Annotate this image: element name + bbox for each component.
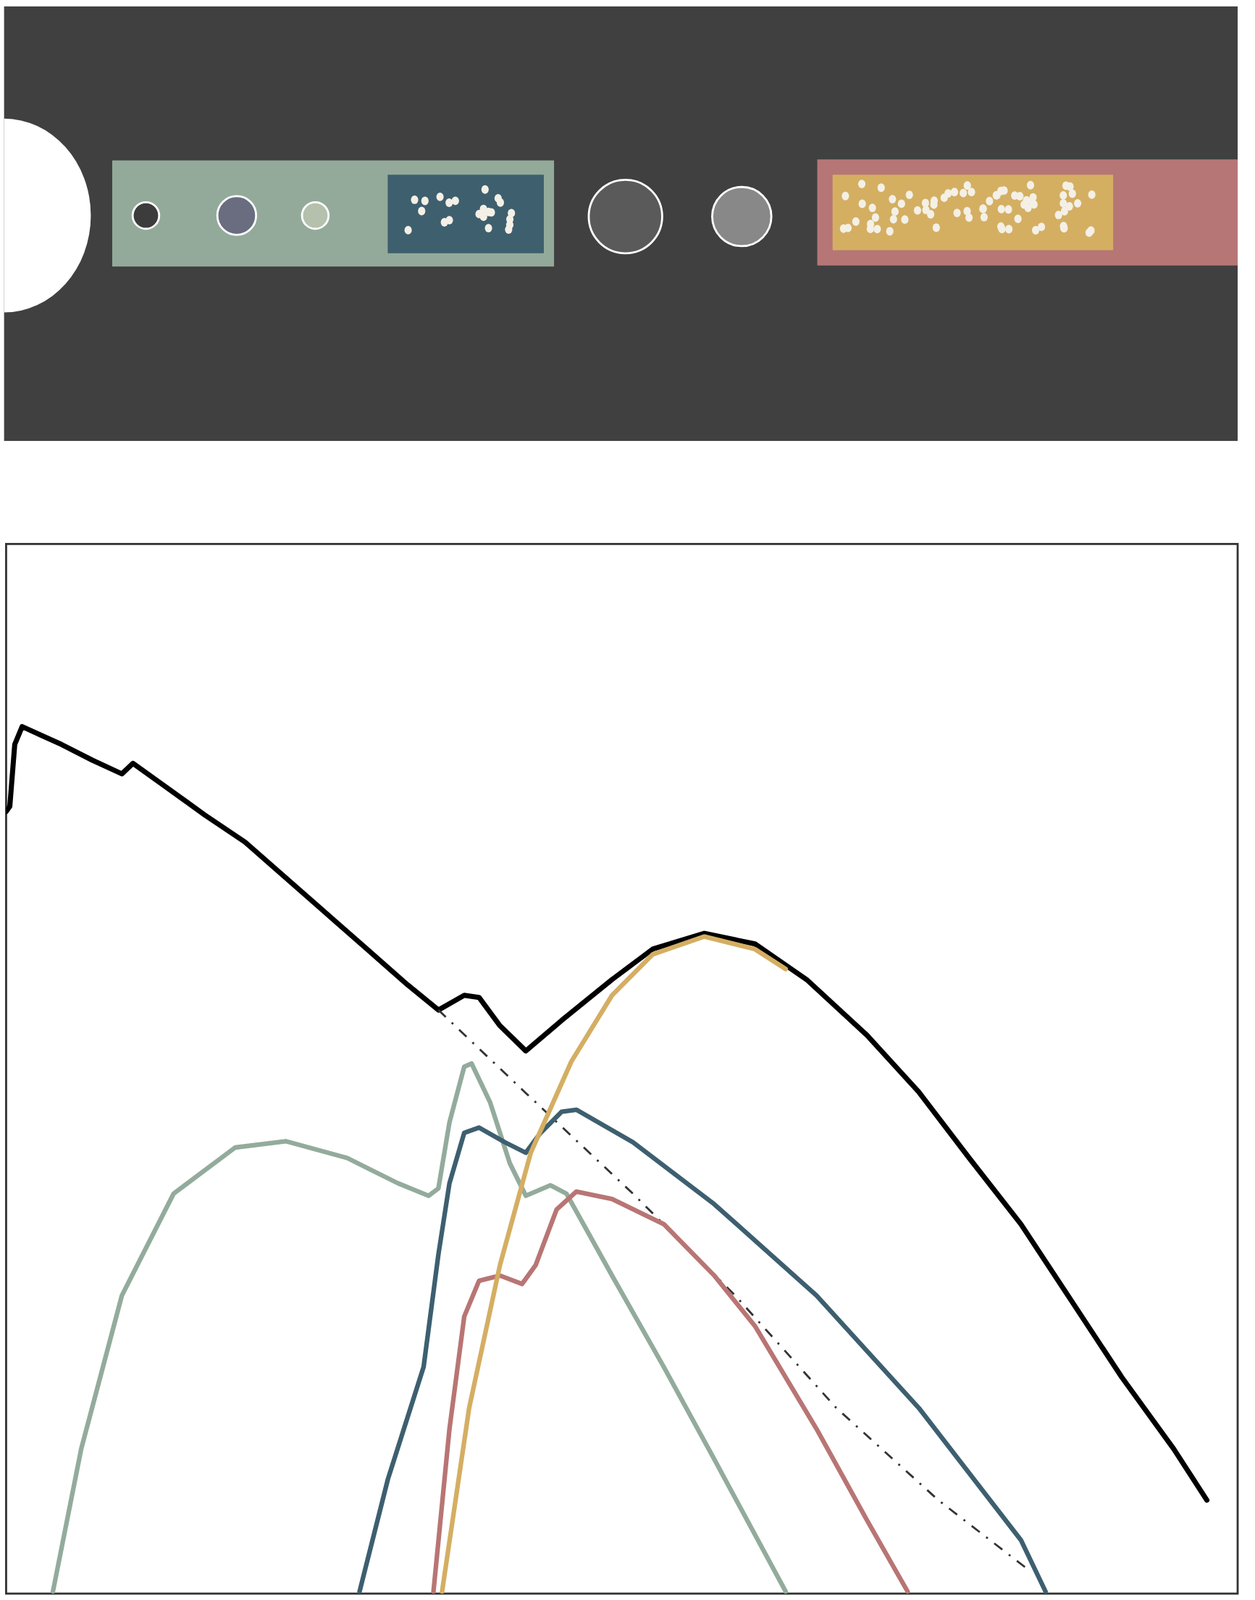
particle — [852, 217, 860, 226]
particle — [1085, 228, 1093, 237]
particle — [484, 223, 492, 233]
particle — [900, 215, 909, 224]
plot-area — [5, 727, 1207, 1593]
particle — [1031, 225, 1040, 235]
particle — [926, 210, 935, 219]
particle — [888, 194, 896, 204]
particle — [841, 191, 849, 201]
body — [132, 202, 160, 229]
plot-frame — [5, 543, 1238, 1594]
particle — [1059, 199, 1067, 208]
particle — [410, 195, 418, 205]
inner-zone — [112, 160, 554, 268]
particle — [475, 210, 483, 219]
body — [588, 179, 662, 253]
particle — [1059, 191, 1067, 200]
particle — [921, 199, 930, 208]
particle — [891, 207, 899, 216]
particle — [507, 208, 515, 218]
particle — [985, 196, 993, 206]
particle — [963, 181, 972, 190]
particle — [1028, 197, 1036, 207]
particle — [993, 191, 1001, 200]
particle — [932, 223, 940, 233]
series-line — [441, 937, 786, 1593]
particle — [930, 200, 938, 210]
inner-belt — [387, 174, 544, 253]
particle — [1088, 190, 1096, 200]
particle — [871, 213, 880, 223]
series-line — [359, 1110, 1046, 1592]
series-line — [438, 1010, 1031, 1573]
outer-belt — [832, 174, 1114, 250]
series-line — [5, 727, 1207, 1502]
particle — [844, 223, 852, 233]
particle — [1060, 207, 1069, 216]
particle — [877, 183, 885, 192]
particle — [950, 187, 959, 197]
particle — [1004, 204, 1012, 214]
particle — [404, 225, 413, 235]
particle — [869, 203, 877, 213]
schematic-band — [4, 6, 1238, 442]
particle — [1005, 225, 1013, 234]
particle — [504, 225, 512, 234]
outer-zone — [817, 159, 1238, 266]
particle — [1073, 199, 1082, 208]
particle — [992, 191, 1001, 200]
particle — [890, 215, 898, 224]
particle — [979, 204, 987, 213]
particle — [913, 206, 922, 216]
particle — [445, 198, 453, 208]
particle — [481, 185, 489, 195]
particle — [905, 190, 914, 200]
particle — [897, 199, 906, 208]
particle — [417, 207, 426, 216]
particle — [451, 196, 460, 205]
particle — [445, 215, 453, 225]
particle — [1020, 200, 1028, 210]
particle — [1060, 221, 1068, 231]
body — [301, 202, 329, 229]
particle — [997, 204, 1006, 214]
particle — [963, 207, 971, 216]
particle — [858, 199, 867, 209]
particle — [1014, 214, 1022, 224]
particle — [953, 208, 961, 218]
particle — [979, 204, 988, 213]
figure — [0, 0, 1255, 1600]
particle — [1010, 191, 1019, 200]
particle — [1062, 181, 1070, 191]
particle — [940, 193, 948, 203]
particle — [1068, 189, 1077, 199]
body — [217, 196, 257, 236]
schematic — [4, 6, 1238, 442]
particle — [858, 179, 866, 189]
particle — [873, 224, 881, 234]
core-half — [4, 118, 92, 313]
particle — [886, 227, 894, 237]
particle — [959, 189, 967, 198]
particle — [980, 212, 988, 222]
particle — [1000, 186, 1008, 195]
particle — [421, 196, 429, 206]
particle — [1026, 181, 1035, 190]
body — [711, 186, 772, 247]
particle — [496, 198, 505, 208]
particle — [487, 207, 495, 217]
particle — [997, 222, 1005, 232]
particle — [866, 224, 875, 234]
series-line — [52, 1063, 786, 1592]
particle — [436, 192, 444, 202]
